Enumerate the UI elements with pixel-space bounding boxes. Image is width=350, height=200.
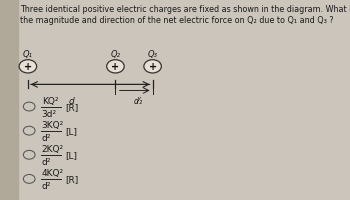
Text: Q₃: Q₃ (148, 49, 158, 58)
Text: +: + (148, 62, 157, 72)
Text: [L]: [L] (65, 127, 77, 135)
Text: 4KQ²: 4KQ² (42, 168, 64, 177)
Text: +: + (111, 62, 119, 72)
Text: [R]: [R] (65, 175, 78, 183)
Text: d²: d² (42, 181, 51, 190)
Text: d: d (69, 97, 75, 106)
Text: 2KQ²: 2KQ² (42, 144, 64, 153)
Text: d²: d² (42, 157, 51, 166)
Text: KQ²: KQ² (42, 96, 58, 105)
Text: 3d²: 3d² (42, 109, 57, 118)
Circle shape (107, 60, 124, 74)
Text: 3KQ²: 3KQ² (42, 120, 64, 129)
Text: d⁄₂: d⁄₂ (133, 97, 142, 106)
Bar (0, 0, 18, 200)
Text: Q₂: Q₂ (111, 49, 120, 58)
Text: d²: d² (42, 133, 51, 142)
Text: [L]: [L] (65, 151, 77, 159)
Circle shape (144, 60, 161, 74)
Text: +: + (24, 62, 32, 72)
Text: the magnitude and direction of the net electric force on Q₂ due to Q₁ and Q₃ ?: the magnitude and direction of the net e… (20, 16, 334, 25)
Text: [R]: [R] (65, 103, 78, 111)
Text: Three identical positive electric charges are fixed as shown in the diagram. Wha: Three identical positive electric charge… (20, 5, 350, 14)
Circle shape (19, 60, 37, 74)
Text: Q₁: Q₁ (23, 49, 33, 58)
